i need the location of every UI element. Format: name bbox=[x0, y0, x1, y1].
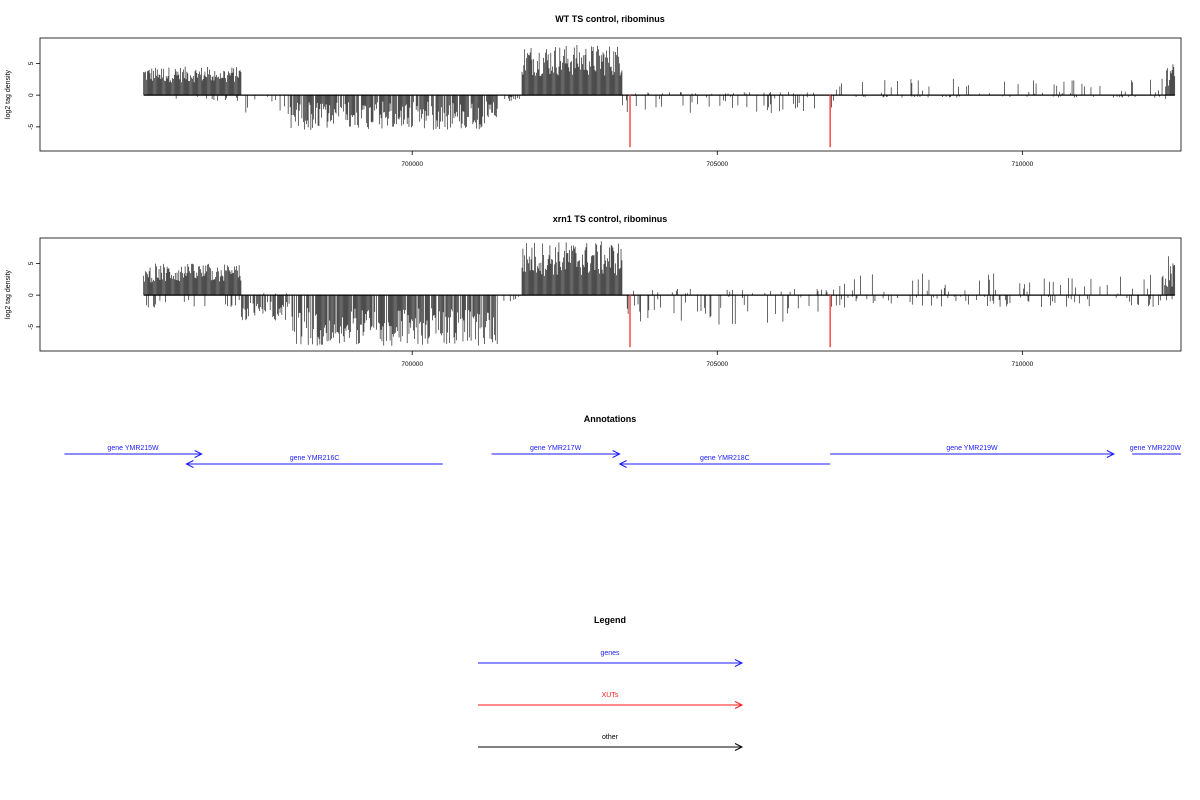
y-tick-label: 5 bbox=[28, 261, 35, 265]
legend-title: Legend bbox=[594, 615, 626, 625]
x-tick-label: 705000 bbox=[706, 161, 728, 168]
y-axis-label: log2 tag density bbox=[5, 269, 12, 319]
y-tick-label: -5 bbox=[28, 324, 35, 330]
arrow-head bbox=[618, 460, 627, 468]
wt-density-panel: WT TS control, ribominus log2 tag density… bbox=[5, 14, 1182, 168]
arrow-head bbox=[185, 460, 194, 468]
gene-label: gene YMR218C bbox=[700, 455, 750, 462]
x-tick-label: 705000 bbox=[706, 361, 728, 368]
x-tick-label: 710000 bbox=[1012, 161, 1034, 168]
y-tick-label: 5 bbox=[28, 61, 35, 65]
gene-label: gene YMR219W bbox=[946, 445, 998, 452]
y-tick-label: -5 bbox=[28, 124, 35, 130]
arrow-head bbox=[1106, 450, 1116, 458]
legend-arrow-head bbox=[734, 659, 744, 667]
arrow-head bbox=[612, 450, 621, 458]
legend-arrow-head bbox=[734, 743, 744, 751]
plot-frame bbox=[39, 37, 1182, 152]
annotations-panel: Annotations gene YMR215W gene YMR216C gene … bbox=[64, 414, 1181, 468]
x-tick-label: 710000 bbox=[1012, 361, 1034, 368]
annotations-title: Annotations bbox=[584, 414, 637, 424]
y-tick-label: 0 bbox=[28, 93, 35, 97]
gene-label: gene YMR216C bbox=[290, 455, 340, 462]
y-axis-label: log2 tag density bbox=[5, 69, 12, 119]
legend-arrow-head bbox=[734, 701, 744, 709]
plot-frame bbox=[39, 237, 1182, 352]
arrow-head bbox=[194, 450, 203, 458]
x-tick-label: 700000 bbox=[401, 161, 423, 168]
gene-label: gene YMR220W bbox=[1130, 445, 1182, 452]
panel-title: xrn1 TS control, ribominus bbox=[553, 214, 668, 224]
legend-panel: Legend genes XUTs other bbox=[478, 615, 744, 751]
xrn1-density-panel: xrn1 TS control, ribominus log2 tag densi… bbox=[5, 214, 1182, 368]
panel-title: WT TS control, ribominus bbox=[555, 14, 665, 24]
y-tick-label: 0 bbox=[28, 293, 35, 297]
legend-label: other bbox=[602, 734, 619, 741]
legend-label: XUTs bbox=[602, 692, 619, 699]
gene-label: gene YMR215W bbox=[107, 445, 159, 452]
x-tick-label: 700000 bbox=[401, 361, 423, 368]
legend-label: genes bbox=[600, 650, 620, 657]
gene-label: gene YMR217W bbox=[530, 445, 582, 452]
